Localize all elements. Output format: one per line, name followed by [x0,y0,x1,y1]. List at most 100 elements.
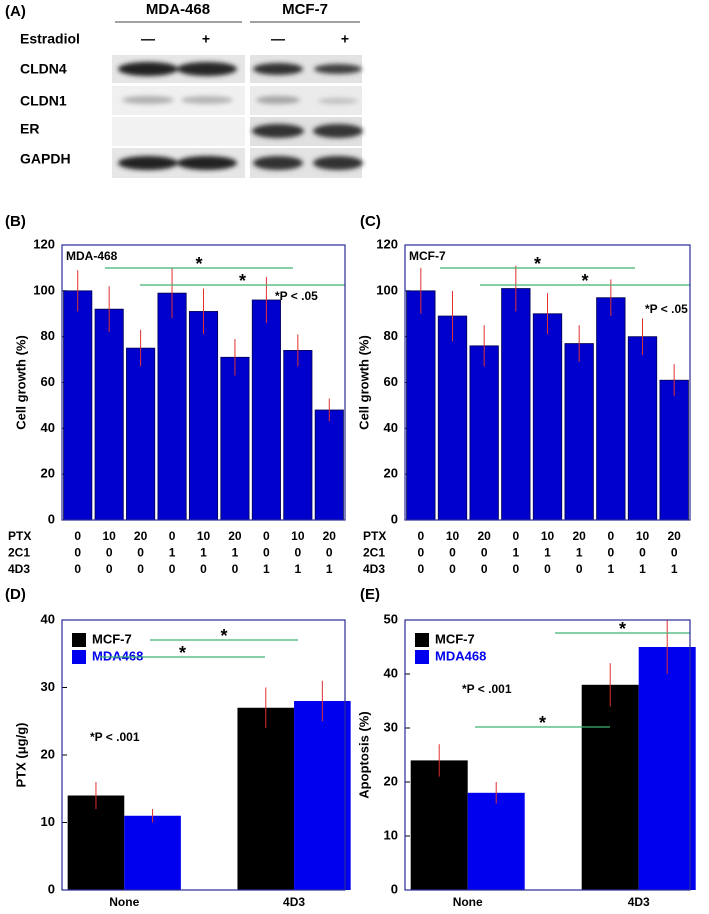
row-value: 1 [639,562,646,576]
row-value: 10 [197,529,211,543]
y-tick-label: 80 [384,328,398,343]
legend-swatch [72,650,86,664]
row-value: 1 [232,546,239,560]
group-label: MCF-7 [282,1,328,18]
panel-label: (D) [5,586,26,603]
p-value-note: *P < .001 [90,730,140,744]
y-tick-label: 0 [48,881,55,896]
bar [410,760,468,890]
row-label: 4D3 [363,562,385,576]
bar [532,313,563,521]
row-value: 0 [232,562,239,576]
row-value: 0 [200,562,207,576]
plot-frame [61,244,346,521]
row-label: CLDN4 [20,61,67,77]
row-value: 0 [169,562,176,576]
x-tick-label: None [109,895,139,909]
row-value: 0 [544,562,551,576]
y-tick-label: 120 [33,236,55,251]
row-value: 0 [74,546,81,560]
row-value: 1 [200,546,207,560]
row-value: 20 [667,529,681,543]
legend-swatch [415,633,429,647]
bar [188,311,219,521]
legend-label: MDA468 [92,648,143,663]
significance-star: * [619,619,626,639]
y-tick-label: 100 [33,282,55,297]
row-value: 10 [446,529,460,543]
row-value: 0 [106,562,113,576]
row-value: 0 [169,529,176,543]
y-tick-label: 40 [41,611,55,626]
bar [67,795,125,890]
row-value: 0 [74,562,81,576]
legend-swatch [72,633,86,647]
lane-label: — [271,31,285,47]
bar [126,347,156,521]
row-value: 0 [449,562,456,576]
bar [157,292,187,521]
bar [124,815,181,890]
y-tick-label: 20 [384,773,398,788]
x-tick-label: 4D3 [628,895,650,909]
row-value: 0 [326,546,333,560]
bar [437,315,468,521]
panel-label: (E) [360,586,380,603]
bar [283,350,313,521]
bar [467,792,525,890]
y-tick-label: 0 [48,511,55,526]
inset-label: MCF-7 [409,249,446,263]
y-tick-label: 40 [384,665,398,680]
legend-label: MCF-7 [435,631,475,646]
row-value: 0 [106,546,113,560]
row-value: 1 [263,562,270,576]
row-value: 0 [576,562,583,576]
y-tick-label: 20 [41,746,55,761]
bar [220,356,250,521]
lane-label: — [141,31,155,47]
row-value: 10 [636,529,650,543]
p-value-note: *P < .001 [462,682,512,696]
row-value: 20 [228,529,242,543]
row-value: 1 [671,562,678,576]
bar [581,684,639,890]
row-label: PTX [8,529,31,543]
y-tick-label: 0 [391,511,398,526]
row-value: 0 [417,546,424,560]
plot-frame [404,619,691,891]
bar [596,297,626,521]
bar [638,647,696,890]
significance-star: * [220,626,227,646]
row-label: ER [20,121,39,137]
row-label: 4D3 [8,562,30,576]
row-value: 0 [294,546,301,560]
row-value: 0 [607,529,614,543]
y-tick-label: 60 [41,374,55,389]
y-tick-label: 30 [384,719,398,734]
row-value: 0 [417,529,424,543]
y-tick-label: 40 [41,420,55,435]
row-value: 0 [639,546,646,560]
lane-label: + [202,31,210,47]
row-value: 20 [477,529,491,543]
bar [659,379,689,521]
bar [237,707,295,890]
bar [627,336,658,521]
plot-frame [61,619,346,891]
bar [63,290,93,521]
y-axis-label: Cell growth (%) [13,335,28,430]
row-value: 0 [481,562,488,576]
significance-star: * [239,271,246,291]
y-tick-label: 20 [384,466,398,481]
row-label: 2C1 [8,546,30,560]
x-tick-label: None [453,895,483,909]
bar [564,343,594,521]
y-tick-label: 60 [384,374,398,389]
y-tick-label: 100 [376,282,398,297]
bar [314,409,344,521]
bar [94,308,124,521]
row-value: 1 [576,546,583,560]
y-tick-label: 20 [41,466,55,481]
